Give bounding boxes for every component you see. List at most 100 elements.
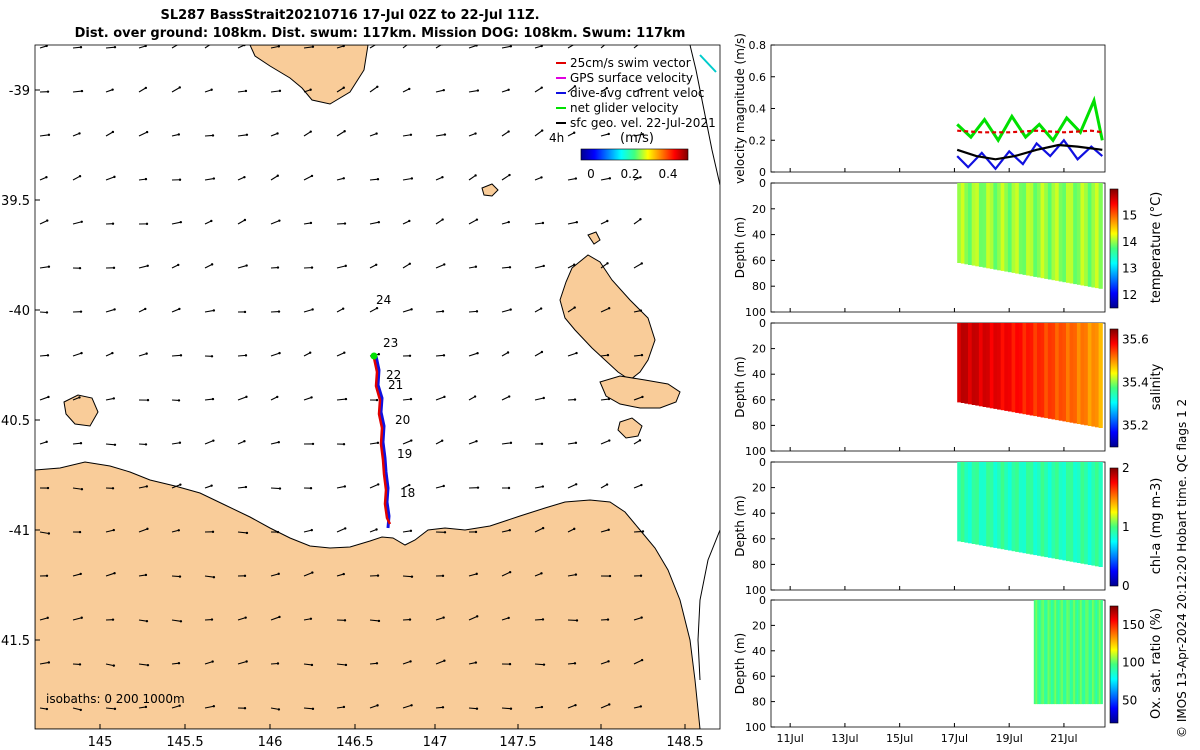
velocity-arrow-head — [476, 351, 479, 355]
velocity-arrow — [270, 90, 280, 93]
heatmap-cell — [1062, 323, 1067, 422]
velocity-arrow — [534, 87, 543, 93]
velocity-arrow-head — [540, 45, 543, 48]
panel-frame — [770, 44, 1106, 173]
velocity-arrow-head — [177, 529, 180, 532]
velocity-arrow-head — [212, 705, 216, 708]
velocity-arrow — [534, 618, 544, 621]
velocity-arrow-head — [245, 133, 249, 136]
heatmap-cell — [1004, 183, 1009, 272]
velocity-arrow — [501, 529, 510, 533]
heatmap-cell — [1059, 600, 1062, 705]
velocity-arrow-head — [342, 705, 346, 709]
velocity-arrow-head — [210, 484, 213, 487]
velocity-arrow-head — [640, 88, 643, 91]
heatmap-cell — [1083, 600, 1086, 705]
heatmap-cell — [1066, 183, 1071, 283]
velocity-arrow — [237, 354, 247, 357]
velocity-arrow-head — [375, 662, 379, 665]
colorbar-unit-label: (m/s) — [620, 131, 654, 146]
velocity-arrow-head — [342, 177, 345, 180]
heatmap-cell — [1044, 323, 1049, 419]
velocity-arrow — [336, 352, 345, 357]
heatmap-cell — [1074, 600, 1078, 705]
velocity-arrow-head — [178, 86, 181, 89]
velocity-arrow — [270, 616, 280, 621]
heatmap-cell — [982, 323, 987, 407]
heatmap-cell — [1040, 183, 1045, 279]
colorbar-label: Ox. sat. ratio (%) — [1149, 608, 1164, 719]
heatmap-cell — [1044, 600, 1047, 705]
heatmap-cell — [1004, 323, 1009, 411]
lat-tick-label: 40.5 — [1, 414, 30, 429]
isobath-line — [697, 529, 720, 681]
heatmap-cell — [1047, 323, 1053, 419]
cape-barren-island — [599, 375, 681, 409]
velocity-arrow-head — [145, 485, 149, 488]
heatmap-cell — [1085, 600, 1088, 705]
velocity-arrow — [39, 134, 49, 137]
heatmap-cell — [978, 462, 984, 546]
velocity-arrow — [369, 221, 379, 225]
colorbar-tick-label: 13 — [1122, 261, 1137, 275]
colorbar-tick-label: 100 — [1122, 656, 1145, 670]
heatmap-cell — [1011, 462, 1016, 552]
heatmap-cell — [1037, 183, 1042, 278]
velocity-arrow — [336, 485, 345, 489]
velocity-arrow-head — [309, 221, 313, 225]
velocity-arrow — [369, 483, 379, 489]
velocity-arrow — [171, 442, 180, 445]
velocity-arrow-head — [341, 307, 345, 310]
velocity-arrow-head — [277, 440, 280, 444]
y-tick-label: 40 — [752, 507, 766, 520]
velocity-arrow-head — [310, 266, 314, 269]
velocity-arrow-head — [542, 396, 545, 400]
colorbar-tick-label: 1 — [1122, 520, 1130, 534]
day-label: 18 — [400, 486, 415, 500]
velocity-arrow-head — [245, 660, 248, 663]
y-tick-label: 0.4 — [749, 103, 767, 116]
heatmap-colorbar — [1109, 605, 1119, 724]
velocity-arrow — [138, 619, 147, 622]
velocity-arrow — [402, 45, 408, 49]
heatmap-cell — [1035, 600, 1038, 705]
heatmap-cell — [1029, 323, 1034, 416]
colorbar-tick: 0.4 — [658, 167, 677, 181]
velocity-arrow — [171, 575, 181, 578]
track-start-marker — [370, 352, 378, 360]
victoria-coast — [249, 45, 369, 105]
velocity-arrow — [633, 88, 642, 93]
velocity-arrow-head — [46, 90, 50, 93]
velocity-arrow — [105, 308, 115, 313]
heatmap-cell — [971, 462, 976, 544]
velocity-arrow — [105, 663, 114, 667]
velocity-arrow — [204, 263, 213, 269]
heatmap-cell — [964, 462, 969, 543]
velocity-arrow-head — [343, 619, 347, 622]
y-tick-label: 100 — [745, 584, 766, 597]
heatmap-cell — [1080, 462, 1085, 564]
colorbar-tick-label: 35.2 — [1122, 419, 1149, 433]
velocity-arrow-head — [474, 530, 478, 534]
velocity-arrow — [633, 354, 643, 357]
heatmap-cell — [1069, 323, 1074, 423]
y-tick-label: 80 — [752, 696, 766, 709]
colorbar-tick: 0.2 — [620, 167, 639, 181]
velocity-arrow — [237, 134, 247, 137]
day-label: 22 — [386, 368, 401, 382]
velocity-arrow-head — [244, 485, 248, 489]
velocity-arrow-head — [112, 266, 116, 270]
velocity-arrow-head — [573, 398, 577, 401]
velocity-arrow-head — [443, 395, 446, 399]
velocity-arrow — [171, 354, 182, 357]
y-tick-label: 60 — [752, 670, 766, 683]
heatmap-cell — [1062, 462, 1067, 561]
velocity-arrow — [402, 575, 413, 578]
velocity-arrow-head — [608, 177, 612, 180]
velocity-arrow-head — [80, 351, 83, 355]
heatmap-cell — [1007, 323, 1013, 412]
velocity-arrow-head — [278, 219, 281, 222]
y-tick-label: 20 — [752, 343, 766, 356]
heatmap-cell — [1000, 183, 1005, 271]
velocity-arrow-head — [212, 177, 216, 180]
